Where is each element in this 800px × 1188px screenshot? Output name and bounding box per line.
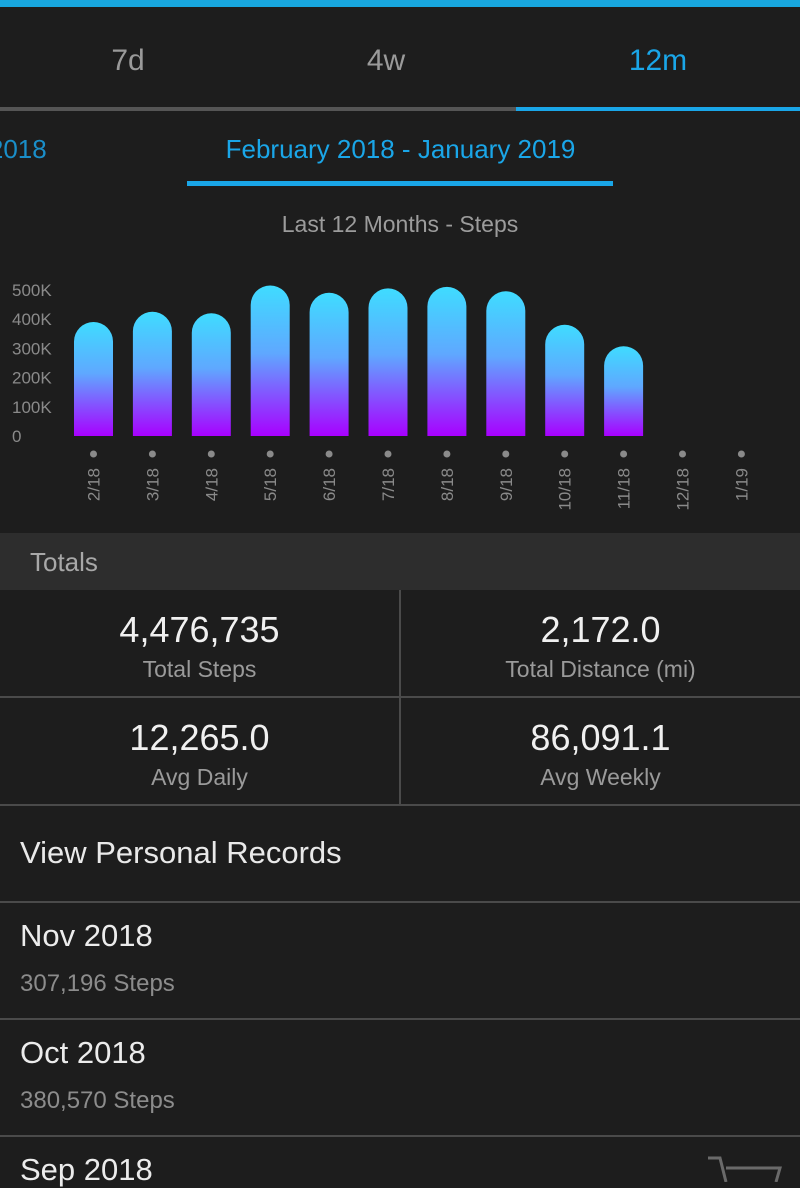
x-tick-label: 9/18 — [497, 468, 516, 501]
month-name: Nov 2018 — [20, 918, 153, 953]
tab-active-indicator — [516, 107, 800, 111]
totals-header: Totals — [0, 533, 800, 590]
previous-period-label[interactable]: ry 2018 — [0, 134, 47, 164]
x-tick-dot — [266, 450, 274, 458]
y-tick-label: 300K — [12, 339, 52, 358]
top-accent-bar — [0, 0, 800, 7]
x-tick-dot — [325, 450, 333, 458]
stat-label: Total Distance (mi) — [505, 656, 696, 682]
list-divider — [0, 901, 800, 903]
chart-title: Last 12 Months - Steps — [282, 211, 519, 237]
stat-avg-weekly: 86,091.1 Avg Weekly — [401, 716, 800, 791]
totals-header-label: Totals — [30, 547, 98, 577]
x-tick-dot — [620, 450, 628, 458]
x-tick-dot — [384, 450, 392, 458]
x-tick-label: 4/18 — [202, 468, 221, 501]
y-tick-label: 100K — [12, 398, 52, 417]
list-divider — [0, 1135, 800, 1137]
month-steps: 307,196 Steps — [20, 970, 175, 997]
x-tick-label: 7/18 — [379, 468, 398, 501]
y-tick-label: 0 — [12, 427, 21, 446]
stat-label: Total Steps — [142, 656, 257, 682]
stat-value: 2,172.0 — [540, 609, 661, 650]
chart-bar[interactable] — [191, 313, 231, 436]
chart-bar[interactable] — [250, 285, 290, 436]
current-period-label[interactable]: February 2018 - January 2019 — [225, 134, 576, 164]
stats-divider — [0, 696, 800, 698]
chart-bar[interactable] — [486, 291, 526, 436]
y-tick-label: 500K — [12, 281, 52, 300]
tab-4w[interactable]: 4w — [366, 44, 406, 77]
x-tick-label: 11/18 — [615, 468, 634, 509]
x-tick-label: 2/18 — [85, 468, 104, 501]
chart-bar[interactable] — [545, 324, 585, 436]
x-tick-dot — [561, 450, 569, 458]
month-steps: 380,570 Steps — [20, 1087, 175, 1114]
y-tick-label: 200K — [12, 369, 52, 388]
month-name: Oct 2018 — [20, 1035, 146, 1070]
x-tick-label: 12/18 — [674, 468, 693, 511]
stat-value: 86,091.1 — [530, 717, 671, 758]
stat-value: 4,476,735 — [119, 609, 280, 650]
x-tick-label: 1/19 — [732, 468, 751, 501]
x-tick-label: 10/18 — [556, 468, 575, 511]
month-name: Sep 2018 — [20, 1152, 153, 1187]
chart-bar[interactable] — [309, 292, 349, 436]
x-tick-dot — [148, 450, 156, 458]
x-tick-label: 6/18 — [320, 468, 339, 501]
tab-7d[interactable]: 7d — [111, 44, 145, 77]
x-tick-label: 5/18 — [261, 468, 280, 501]
y-tick-label: 400K — [12, 310, 52, 329]
stat-avg-daily: 12,265.0 Avg Daily — [0, 716, 399, 791]
x-tick-dot — [502, 450, 510, 458]
chart-bar[interactable] — [427, 286, 467, 436]
chart-bar[interactable] — [132, 311, 172, 436]
month-item-oct-2018[interactable]: Oct 2018 380,570 Steps — [20, 1035, 175, 1115]
x-tick-dot — [443, 450, 451, 458]
chart-bar[interactable] — [368, 288, 408, 436]
x-tick-label: 3/18 — [143, 468, 162, 501]
shopping-cart-icon[interactable] — [706, 1152, 782, 1182]
stat-total-distance: 2,172.0 Total Distance (mi) — [401, 608, 800, 683]
month-item-sep-2018[interactable]: Sep 2018 — [20, 1152, 153, 1188]
period-indicator — [187, 181, 613, 186]
tab-12m[interactable]: 12m — [628, 44, 688, 77]
chart-bar[interactable] — [74, 322, 113, 436]
month-item-nov-2018[interactable]: Nov 2018 307,196 Steps — [20, 918, 175, 998]
x-tick-dot — [679, 450, 686, 458]
stat-label: Avg Weekly — [540, 764, 661, 790]
x-tick-dot — [737, 450, 745, 458]
tab-track — [0, 107, 800, 111]
x-tick-label: 8/18 — [438, 468, 457, 501]
steps-bar-chart: Last 12 Months - Steps 0 100K 200K 300K 400K… — [12, 211, 751, 511]
view-personal-records-link[interactable]: View Personal Records — [20, 835, 342, 870]
stat-value: 12,265.0 — [129, 717, 270, 758]
stats-divider-vertical — [399, 590, 401, 806]
stat-total-steps: 4,476,735 Total Steps — [0, 608, 399, 683]
x-tick-dot — [90, 450, 97, 458]
stat-label: Avg Daily — [151, 764, 248, 790]
x-tick-dot — [207, 450, 215, 458]
stats-divider — [0, 804, 800, 806]
chart-bar[interactable] — [604, 346, 644, 436]
list-divider — [0, 1018, 800, 1020]
range-tabs: 7d 4w 12m — [0, 7, 800, 111]
